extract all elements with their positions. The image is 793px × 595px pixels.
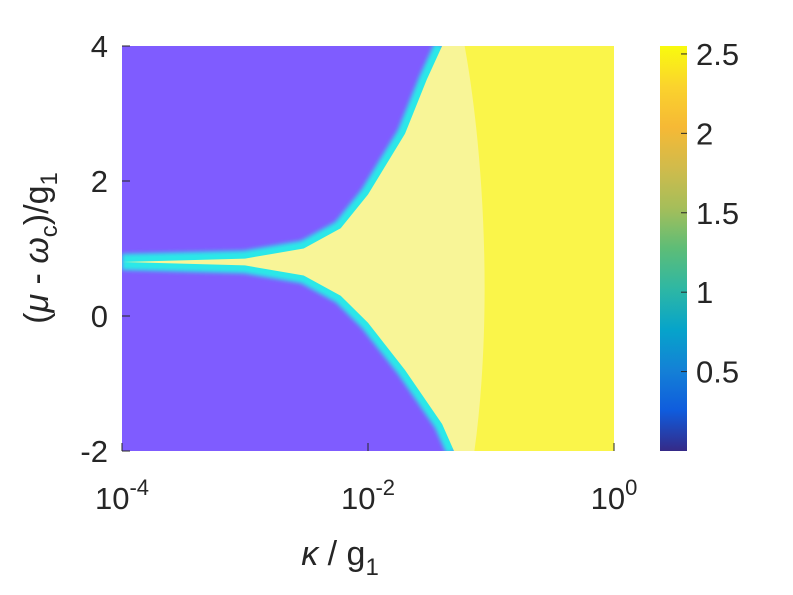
colorbar-tick-label: 1 bbox=[696, 275, 713, 310]
x-tick-label: 100 bbox=[591, 475, 638, 516]
x-tick-label: 10-4 bbox=[95, 475, 149, 516]
y-axis-ticks: -2 0 2 4 bbox=[80, 29, 130, 469]
y-tick-label: -2 bbox=[80, 434, 108, 469]
high-value-core-region bbox=[464, 46, 614, 451]
colorbar-ticks: 0.5 1 1.5 2 2.5 bbox=[681, 37, 739, 390]
x-axis-label: κ / g1 bbox=[301, 535, 379, 581]
y-tick-label: 4 bbox=[91, 29, 108, 64]
colorbar-tick-label: 0.5 bbox=[696, 355, 739, 390]
y-tick-label: 2 bbox=[91, 164, 108, 199]
colorbar: 0.5 1 1.5 2 2.5 bbox=[660, 37, 739, 451]
colorbar-tick-label: 1.5 bbox=[696, 196, 739, 231]
x-tick-label: 10-2 bbox=[341, 475, 395, 516]
colorbar-tick-label: 2.5 bbox=[696, 37, 739, 72]
colorbar-gradient bbox=[660, 46, 687, 451]
colorbar-tick-label: 2 bbox=[696, 116, 713, 151]
x-axis-ticks: 10-4 10-2 100 bbox=[95, 443, 637, 516]
y-tick-label: 0 bbox=[91, 299, 108, 334]
plot-area bbox=[122, 46, 614, 451]
y-axis-label: (μ - ωc)/g1 bbox=[18, 172, 63, 324]
